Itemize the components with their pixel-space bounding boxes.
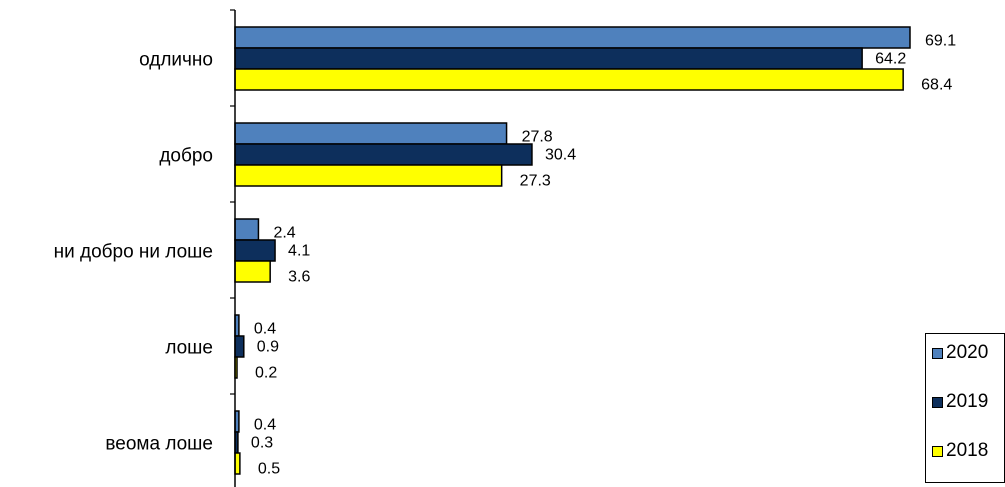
data-label: 27.8: [522, 129, 553, 146]
bar-2018: [234, 164, 503, 187]
legend-label-2018: 2018: [946, 440, 989, 461]
legend-label-2020: 2020: [946, 342, 989, 363]
legend-item-2020: 2020: [932, 342, 988, 364]
legend-swatch-2019: [932, 396, 943, 408]
data-label: 64.2: [875, 51, 906, 68]
data-label: 0.4: [254, 321, 276, 338]
legend: 2020 2019 2018: [925, 333, 1005, 483]
data-label: 0.3: [251, 435, 273, 452]
data-label: 0.2: [255, 365, 277, 382]
category-label: веома лоше: [105, 434, 213, 455]
category-label: лоше: [165, 338, 213, 359]
bar-2020: [234, 26, 911, 49]
bar-2019: [234, 143, 533, 166]
bar-2019: [234, 335, 245, 358]
category-label: ни добро ни лоше: [54, 242, 213, 263]
bar-2018: [234, 68, 904, 91]
category-label: добро: [159, 146, 213, 167]
data-label: 69.1: [925, 33, 956, 50]
data-label: 30.4: [545, 147, 576, 164]
data-label: 27.3: [520, 173, 551, 190]
data-label: 0.9: [257, 339, 279, 356]
bar-2020: [234, 218, 260, 241]
legend-item-2019: 2019: [932, 391, 988, 413]
bar-2018: [234, 260, 271, 283]
data-label: 2.4: [273, 225, 295, 242]
category-label: одлично: [139, 50, 213, 71]
legend-swatch-2018: [932, 445, 943, 457]
labels-group: одлично 69.1 64.2 68.4 добро 27.830.4 27.3 ни д…: [54, 33, 957, 478]
data-label: 4.1: [288, 243, 310, 260]
bar-2019: [234, 47, 863, 70]
bar-2020: [234, 122, 508, 145]
data-label: 0.5: [258, 461, 280, 478]
legend-swatch-2020: [932, 347, 943, 359]
data-label: 0.4: [254, 417, 276, 434]
data-label: 68.4: [921, 77, 952, 94]
axis-ticks: [230, 9, 235, 395]
bars-group: [234, 26, 911, 475]
legend-label-2019: 2019: [946, 391, 989, 412]
bar-2019: [234, 239, 276, 262]
legend-item-2018: 2018: [932, 440, 988, 462]
data-label: 3.6: [288, 269, 310, 286]
